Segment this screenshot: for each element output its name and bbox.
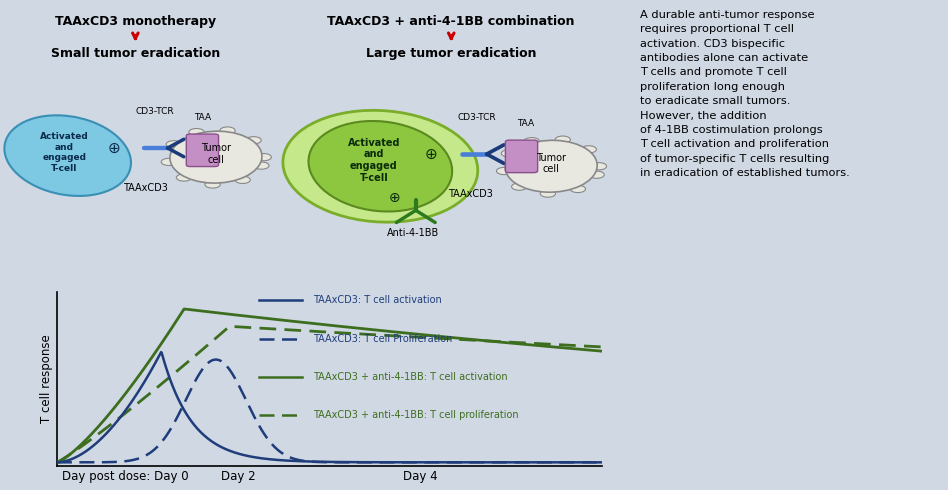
Text: CD3-TCR: CD3-TCR bbox=[136, 107, 174, 116]
Ellipse shape bbox=[189, 128, 204, 136]
Text: TAAxCD3 monotherapy: TAAxCD3 monotherapy bbox=[55, 16, 216, 28]
Ellipse shape bbox=[170, 131, 262, 183]
Ellipse shape bbox=[501, 150, 517, 157]
Text: TAA: TAA bbox=[517, 119, 534, 128]
Ellipse shape bbox=[205, 181, 220, 188]
Text: Tumor
cell: Tumor cell bbox=[537, 152, 566, 174]
Ellipse shape bbox=[571, 185, 586, 193]
Text: TAAxCD3: TAAxCD3 bbox=[122, 182, 168, 193]
Ellipse shape bbox=[161, 158, 176, 166]
Text: Large tumor eradication: Large tumor eradication bbox=[366, 48, 537, 60]
Text: TAA: TAA bbox=[194, 113, 211, 122]
Text: TAAxCD3: T cell activation: TAAxCD3: T cell activation bbox=[313, 295, 442, 305]
Ellipse shape bbox=[497, 168, 512, 174]
Ellipse shape bbox=[592, 163, 607, 170]
Ellipse shape bbox=[176, 174, 191, 181]
Text: Activated
and
engaged
T-cell: Activated and engaged T-cell bbox=[348, 138, 400, 183]
Text: TAAxCD3: T cell Proliferation: TAAxCD3: T cell Proliferation bbox=[313, 334, 452, 343]
Ellipse shape bbox=[283, 110, 478, 222]
Text: ⊕: ⊕ bbox=[389, 191, 400, 205]
Text: Anti-4-1BB: Anti-4-1BB bbox=[387, 228, 439, 238]
Ellipse shape bbox=[505, 140, 597, 192]
Ellipse shape bbox=[540, 190, 556, 197]
Text: Day post dose: Day 0: Day post dose: Day 0 bbox=[62, 469, 189, 483]
Ellipse shape bbox=[581, 146, 596, 153]
Text: TAAxCD3 + anti-4-1BB combination: TAAxCD3 + anti-4-1BB combination bbox=[327, 16, 575, 28]
Text: TAAxCD3 + anti-4-1BB: T cell activation: TAAxCD3 + anti-4-1BB: T cell activation bbox=[313, 372, 508, 382]
Ellipse shape bbox=[512, 183, 527, 190]
Ellipse shape bbox=[235, 176, 250, 183]
Text: A durable anti-tumor response
requires proportional T cell
activation. CD3 bispe: A durable anti-tumor response requires p… bbox=[640, 10, 849, 178]
Ellipse shape bbox=[256, 153, 271, 161]
FancyBboxPatch shape bbox=[505, 140, 538, 172]
Text: Tumor
cell: Tumor cell bbox=[201, 144, 231, 165]
Ellipse shape bbox=[5, 115, 131, 196]
Text: Activated
and
engaged
T-cell: Activated and engaged T-cell bbox=[40, 132, 89, 172]
FancyBboxPatch shape bbox=[187, 134, 219, 167]
Ellipse shape bbox=[220, 127, 235, 134]
Ellipse shape bbox=[308, 121, 452, 212]
Text: ⊕: ⊕ bbox=[425, 147, 437, 162]
Text: ⊕: ⊕ bbox=[108, 141, 120, 155]
Ellipse shape bbox=[166, 141, 181, 148]
Ellipse shape bbox=[254, 162, 269, 169]
Text: Small tumor eradication: Small tumor eradication bbox=[51, 48, 220, 60]
Y-axis label: T cell response: T cell response bbox=[40, 334, 53, 423]
Ellipse shape bbox=[556, 136, 571, 143]
Ellipse shape bbox=[524, 138, 539, 145]
Text: TAAxCD3: TAAxCD3 bbox=[448, 189, 493, 198]
Text: CD3-TCR: CD3-TCR bbox=[458, 113, 497, 122]
Ellipse shape bbox=[589, 171, 604, 178]
Text: TAAxCD3 + anti-4-1BB: T cell proliferation: TAAxCD3 + anti-4-1BB: T cell proliferati… bbox=[313, 410, 519, 420]
Ellipse shape bbox=[246, 137, 262, 144]
